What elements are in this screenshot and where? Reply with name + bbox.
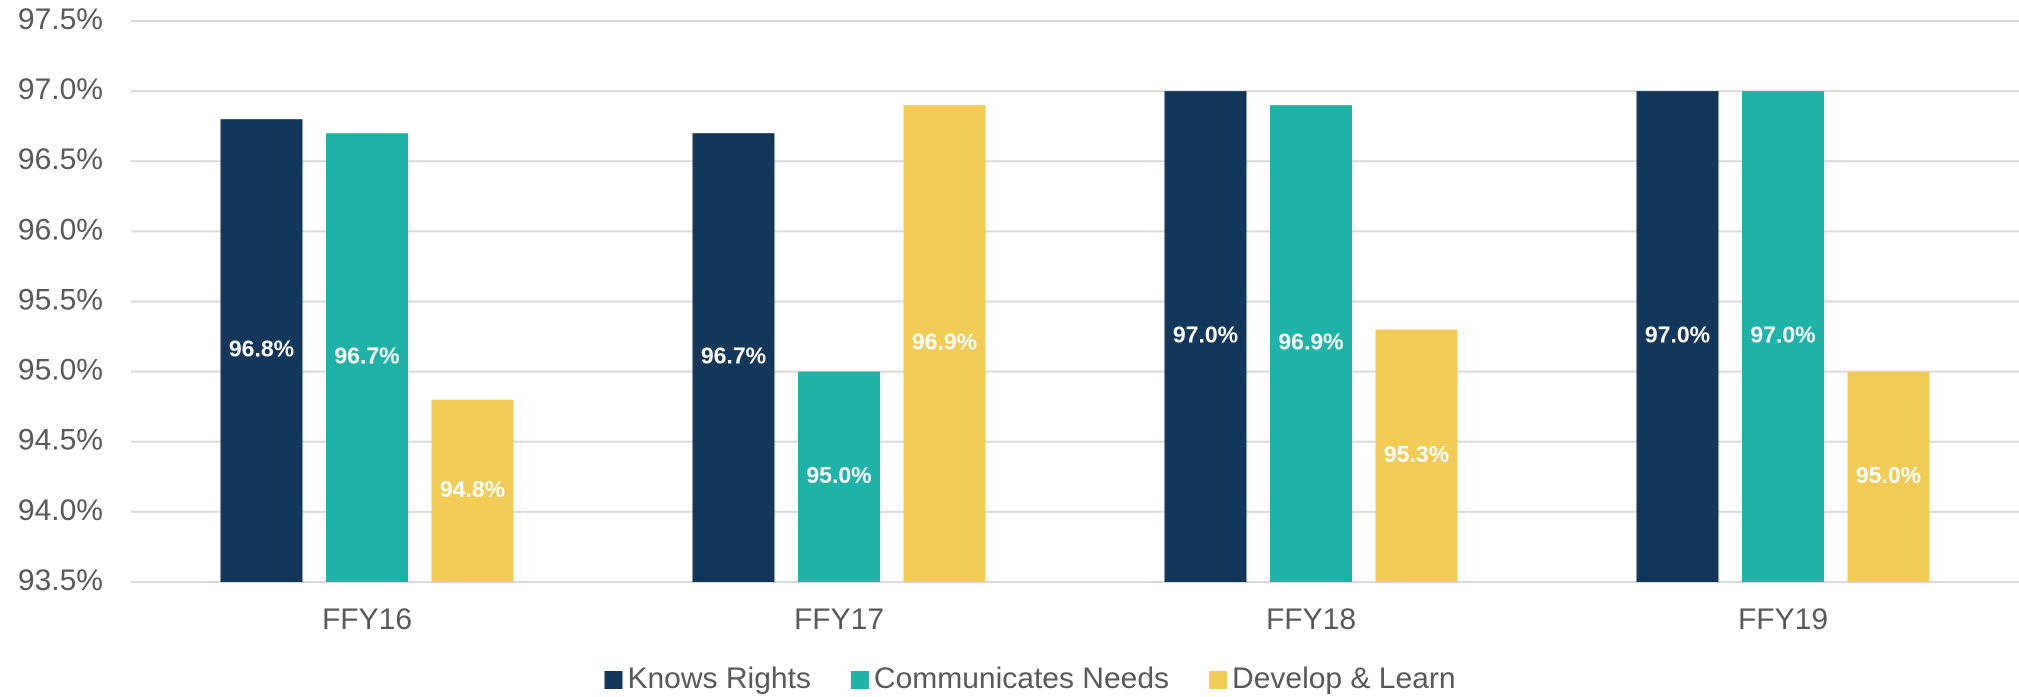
y-tick-label: 95.5% [18,283,103,316]
y-tick-label: 96.0% [18,213,103,246]
data-label: 97.0% [1750,322,1815,348]
x-tick-label: FFY17 [794,603,884,636]
data-label: 96.8% [229,336,294,362]
bar [326,133,408,582]
bar [903,105,986,583]
bar [798,371,880,582]
legend-label: Communicates Needs [874,662,1169,695]
data-label: 95.0% [1856,462,1921,488]
bar [1270,105,1352,583]
y-tick-label: 97.0% [18,73,103,106]
y-tick-label: 94.5% [18,424,103,457]
y-tick-label: 94.0% [18,494,103,527]
y-tick-label: 96.5% [18,143,103,176]
legend-swatch [850,671,869,689]
data-label: 96.9% [912,329,977,355]
legend-swatch [604,671,623,689]
y-tick-label: 97.5% [18,3,103,36]
data-label: 95.0% [806,462,871,488]
bar [1164,91,1247,582]
y-tick-label: 93.5% [18,564,103,597]
legend-label: Develop & Learn [1232,662,1455,695]
data-label: 95.3% [1384,441,1449,467]
bar [692,133,775,582]
x-tick-label: FFY19 [1738,603,1828,636]
bar [220,119,303,583]
legend-label: Knows Rights [627,662,810,695]
y-tick-label: 95.0% [18,354,103,387]
data-label: 96.7% [334,343,399,369]
bar [1742,91,1824,582]
data-label: 97.0% [1173,322,1238,348]
bar [1375,329,1458,582]
data-label: 96.9% [1278,329,1343,355]
x-tick-label: FFY16 [322,603,412,636]
data-label: 96.7% [701,343,766,369]
legend-swatch [1209,671,1228,689]
bar [1636,91,1719,582]
bar [1847,371,1930,582]
x-tick-label: FFY18 [1266,603,1356,636]
data-label: 97.0% [1645,322,1710,348]
data-label: 94.8% [440,476,505,502]
bar [431,399,514,582]
